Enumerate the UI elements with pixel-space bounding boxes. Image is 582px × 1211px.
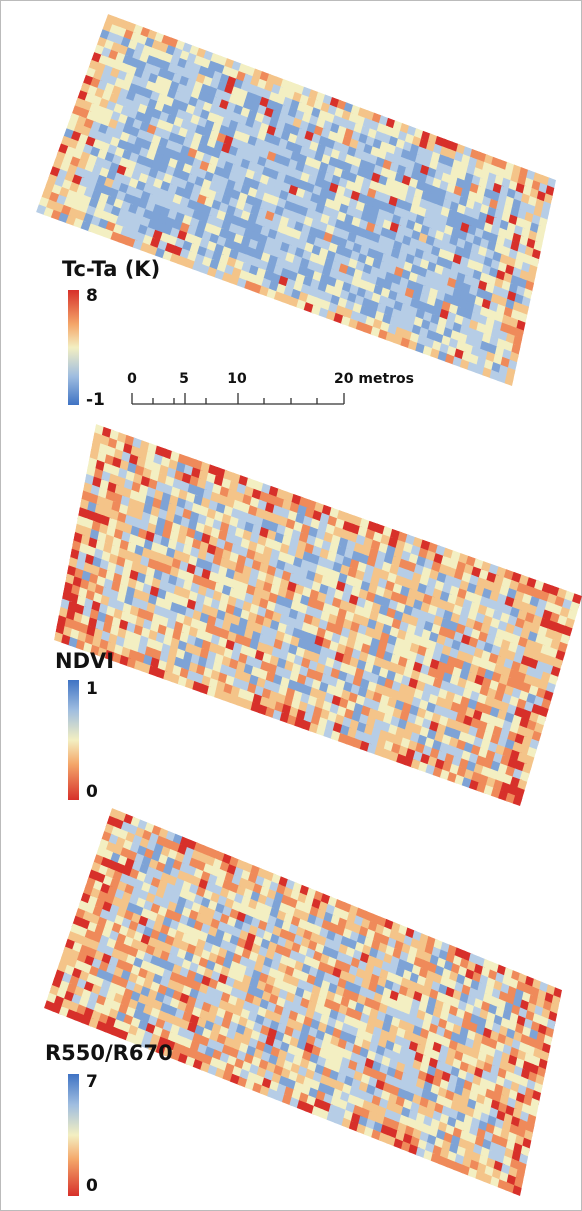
raster-map (43, 808, 565, 1201)
legend-title: Tc-Ta (K) (62, 257, 160, 281)
figure: Tc-Ta (K) 8 -1 0 5 10 20 metros NDVI 1 0… (0, 0, 582, 1211)
raster-map (35, 14, 559, 391)
maps (35, 14, 582, 1201)
colorbar (68, 290, 79, 405)
raster-map (53, 424, 582, 811)
